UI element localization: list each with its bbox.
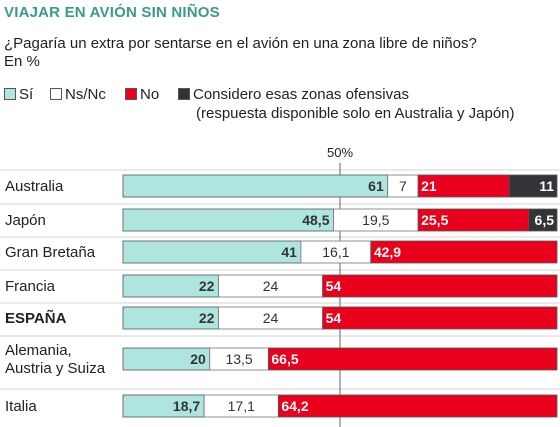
legend-item-ofensivas: Considero esas zonas ofensivas [178,85,409,104]
data-label-nsnc: 24 [263,310,279,326]
bar-no [267,347,558,371]
data-label-nsnc: 16,1 [322,244,349,260]
data-label-si: 61 [368,178,384,194]
data-label-nsnc: 7 [399,178,407,194]
bar-si [122,240,302,264]
bar-no [322,306,558,330]
legend-label-nsnc: Ns/Nc [65,86,106,103]
data-label-si: 20 [190,351,206,367]
legend-item-no: No [125,85,159,104]
chart-subtitle: ¿Pagaría un extra por sentarse en el avi… [4,35,477,52]
data-label-no: 25,5 [421,212,448,228]
category-label: Japón [5,212,46,229]
data-label-nsnc: 19,5 [362,212,389,228]
legend-item-si: Sí [4,85,33,104]
data-label-ofensivas: 11 [539,178,554,194]
legend-swatch-ofensivas [178,88,190,100]
legend-label-no: No [140,86,160,103]
legend-label-ofensivas: Considero esas zonas ofensivas [193,86,409,103]
data-label-si: 22 [199,310,215,326]
category-label: Francia [5,278,56,295]
data-label-no: 66,5 [271,351,298,367]
data-label-si: 48,5 [302,212,329,228]
bar-no [370,240,558,264]
data-label-no: 54 [326,310,342,326]
legend-note: (respuesta disponible solo en Australia … [196,105,515,122]
bar-ofensivas [528,208,558,232]
category-label: Italia [5,398,37,415]
data-label-nsnc: 24 [263,278,279,294]
legend-swatch-si [4,88,16,100]
legend-swatch-no [125,88,137,100]
data-label-no: 42,9 [374,244,401,260]
bar-ofensivas [508,174,558,198]
data-label-nsnc: 13,5 [225,351,252,367]
category-label: Alemania, [5,342,72,359]
data-label-si: 22 [199,278,215,294]
category-label: ESPAÑA [5,309,67,327]
legend-item-nsnc: Ns/Nc [50,85,106,104]
chart-title: VIAJAR EN AVIÓN SIN NIÑOS [4,4,220,21]
chart-unit: En % [4,53,40,70]
data-label-no: 64,2 [281,398,308,414]
bar-no [277,394,558,418]
bar-no [322,274,558,298]
data-label-ofensivas: 6,5 [535,212,555,228]
reference-label-50: 50% [327,145,353,160]
legend-label-si: Sí [19,86,34,103]
data-label-no: 21 [421,178,437,194]
category-label: Gran Bretaña [5,244,96,261]
data-label-si: 18,7 [173,398,200,414]
bar-si [122,174,389,198]
data-label-nsnc: 17,1 [228,398,255,414]
legend-swatch-nsnc [50,88,62,100]
category-label: Austria y Suiza [5,360,106,377]
category-label: Australia [5,178,64,195]
data-label-si: 41 [281,244,297,260]
data-label-no: 54 [326,278,342,294]
